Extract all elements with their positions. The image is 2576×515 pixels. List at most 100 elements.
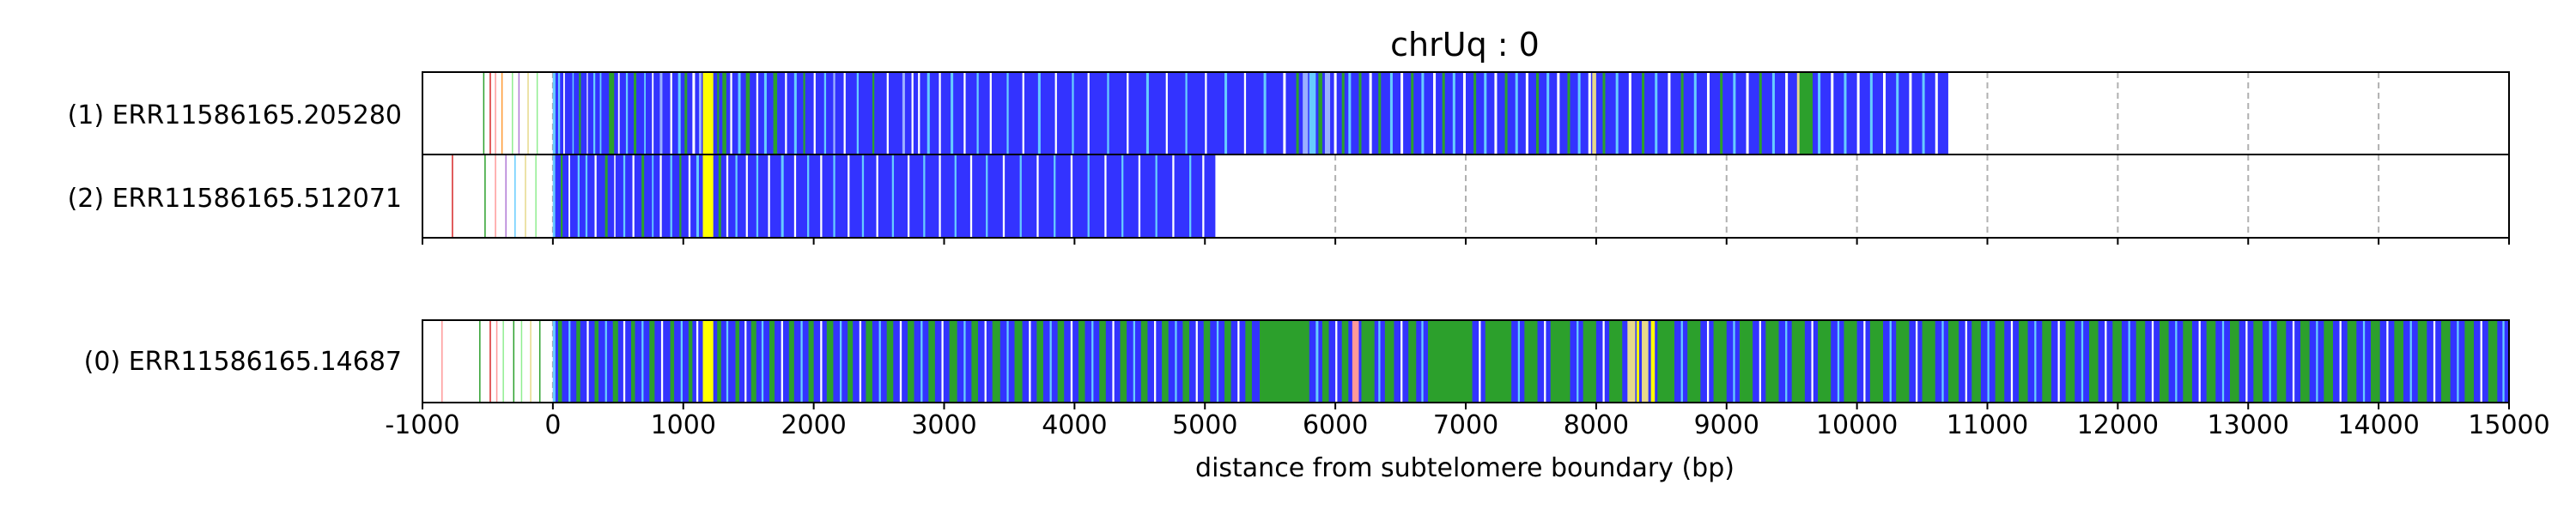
read-segment [866, 320, 872, 403]
read-segment [1863, 320, 1866, 403]
read-segment [1334, 72, 1337, 154]
read-segment [1442, 72, 1445, 154]
read-segment [1759, 72, 1762, 154]
read-segment [557, 72, 561, 154]
x-tick-label: 13000 [2208, 410, 2289, 440]
read-segment [1321, 320, 1329, 403]
read-segment [1971, 320, 1981, 403]
read-segment [605, 154, 608, 238]
read-segment [605, 320, 607, 403]
read-segment [1389, 72, 1393, 154]
read-segment [577, 154, 580, 238]
read-segment [963, 72, 966, 154]
read-segment [1202, 154, 1205, 238]
read-segment [1318, 72, 1322, 154]
read-segment [1260, 320, 1309, 403]
read-segment [2457, 320, 2459, 403]
read-segment [1965, 320, 1967, 403]
read-segment [552, 72, 556, 154]
read-segment [1628, 72, 1631, 154]
read-segment [576, 320, 580, 403]
read-segment [1546, 72, 1550, 154]
read-segment [1162, 320, 1169, 403]
read-segment [1378, 72, 1382, 154]
read-segment [696, 154, 699, 238]
read-segment [1557, 72, 1560, 154]
read-segment [808, 320, 814, 403]
x-axis-label: distance from subtelomere boundary (bp) [1195, 453, 1735, 483]
read-segment [1583, 320, 1596, 403]
read-segment [1524, 320, 1538, 403]
read-segment [1602, 72, 1606, 154]
read-segment [1733, 72, 1736, 154]
read-segment [1909, 72, 1912, 154]
read-segment [680, 320, 683, 403]
read-segment [768, 154, 770, 238]
x-tick-label: 9000 [1694, 410, 1759, 440]
read-segment [552, 320, 556, 403]
read-segment [2409, 320, 2412, 403]
read-segment [730, 72, 732, 154]
read-segment [2417, 320, 2427, 403]
read-segment [2464, 320, 2474, 403]
read-segment [1657, 320, 1674, 403]
read-segment [2371, 320, 2380, 403]
read-segment [923, 154, 926, 238]
read-segment [1014, 320, 1023, 403]
read-segment [793, 72, 797, 154]
read-segment [1844, 320, 1857, 403]
read-segment [1668, 72, 1671, 154]
read-segment [1341, 72, 1345, 154]
read-segment [1049, 320, 1052, 403]
read-segment [2441, 320, 2451, 403]
read-segment [623, 154, 626, 238]
x-tick-label: 2000 [781, 410, 846, 440]
read-segment [2324, 320, 2333, 403]
read-segment [1515, 72, 1518, 154]
read-segment [1006, 72, 1009, 154]
read-segment [631, 320, 635, 403]
read-segment [899, 320, 902, 403]
read-segment [1427, 320, 1473, 403]
read-segment [568, 154, 570, 238]
x-tick-label: 10000 [1816, 410, 1898, 440]
read-segment [1577, 72, 1581, 154]
read-segment [2206, 320, 2216, 403]
read-segment [1896, 72, 1899, 154]
read-segment [1693, 72, 1697, 154]
read-segment [625, 72, 629, 154]
read-segment [1592, 72, 1596, 154]
read-segment [1072, 72, 1074, 154]
read-segment [1577, 320, 1579, 403]
read-segment [1185, 72, 1188, 154]
read-segment [773, 72, 778, 154]
read-segment [800, 320, 803, 403]
read-segment [644, 72, 647, 154]
read-segment [726, 154, 729, 238]
read-segment [617, 72, 620, 154]
read-segment [688, 154, 691, 238]
read-segment [572, 72, 574, 154]
read-segment [886, 320, 894, 403]
read-track [422, 320, 2509, 403]
read-segment [2502, 320, 2505, 403]
read-segment [1818, 320, 1832, 403]
read-segment [1087, 154, 1090, 238]
read-segment [1462, 72, 1466, 154]
read-segment [2128, 320, 2130, 403]
read-segment [1739, 320, 1753, 403]
read-segment [592, 72, 596, 154]
read-segment [702, 154, 714, 238]
read-segment [594, 154, 597, 238]
read-segment [717, 72, 720, 154]
read-segment [872, 72, 875, 154]
read-segment [1283, 72, 1286, 154]
read-segment [1791, 320, 1805, 403]
read-segment [1341, 320, 1349, 403]
read-segment [840, 320, 842, 403]
x-tick-label: 14000 [2337, 410, 2419, 440]
read-segment [2112, 320, 2122, 403]
read-segment [1054, 154, 1056, 238]
read-segment [698, 72, 702, 154]
read-segment [1002, 154, 1005, 238]
